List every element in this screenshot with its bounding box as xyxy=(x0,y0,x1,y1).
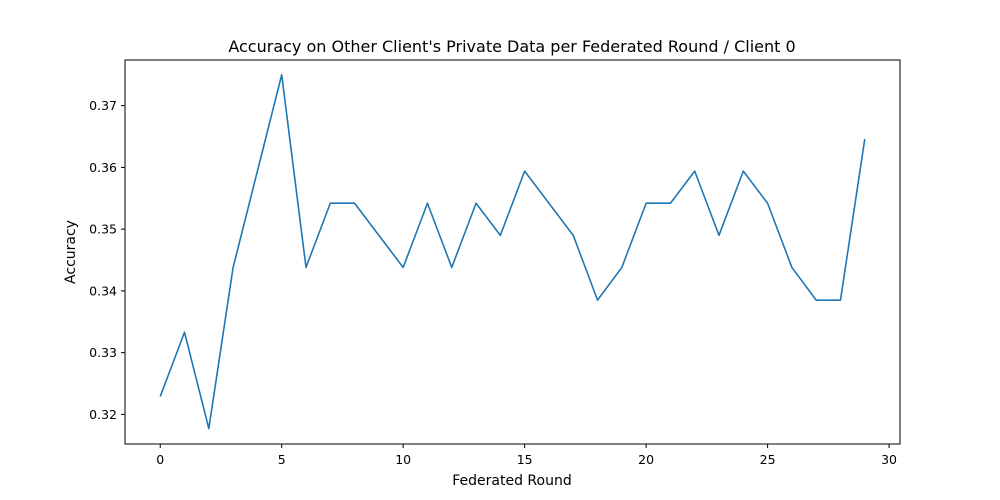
x-axis-label: Federated Round xyxy=(452,473,571,489)
series-line xyxy=(159,74,866,430)
chart-title: Accuracy on Other Client's Private Data … xyxy=(228,37,795,56)
x-tick-label: 0 xyxy=(156,452,164,467)
y-tick-label: 0.32 xyxy=(89,407,117,422)
x-tick-label: 25 xyxy=(760,452,776,467)
y-tick-label: 0.36 xyxy=(89,160,117,175)
x-tick-label: 20 xyxy=(638,452,654,467)
y-tick-label: 0.34 xyxy=(89,283,117,298)
x-tick-label: 5 xyxy=(278,452,286,467)
x-axis: 0 5 10 15 20 25 30 xyxy=(156,444,897,467)
y-tick-label: 0.33 xyxy=(89,345,117,360)
y-axis-label: Accuracy xyxy=(63,220,79,284)
y-axis: 0.32 0.33 0.34 0.35 0.36 0.37 xyxy=(89,98,125,422)
x-tick-label: 10 xyxy=(395,452,411,467)
y-tick-label: 0.35 xyxy=(89,222,117,237)
plot-area xyxy=(159,74,866,430)
x-tick-label: 15 xyxy=(517,452,533,467)
axes-frame xyxy=(124,59,901,445)
y-tick-label: 0.37 xyxy=(89,98,117,113)
x-tick-label: 30 xyxy=(881,452,897,467)
